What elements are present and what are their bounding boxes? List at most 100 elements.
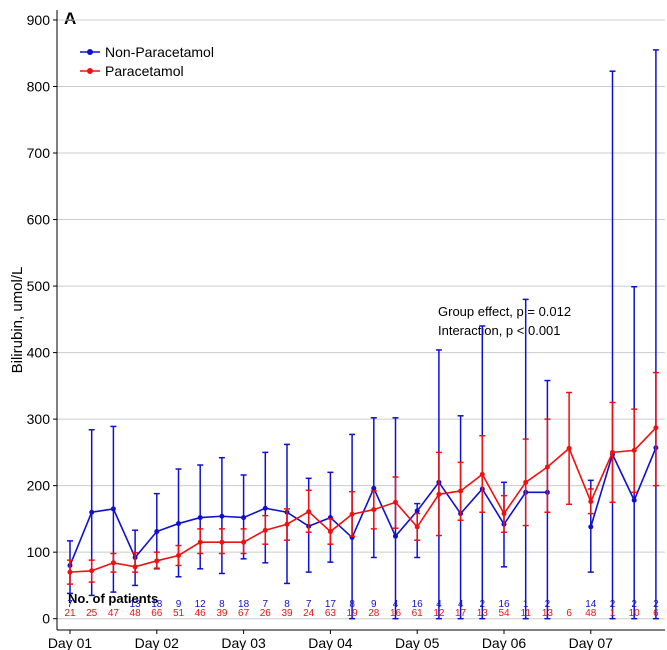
patient-count: 47 [108, 608, 120, 619]
point [89, 509, 95, 515]
x-tick-label: Day 06 [482, 635, 527, 650]
patient-count: 17 [455, 608, 467, 619]
y-tick-label: 400 [27, 345, 51, 361]
point [284, 521, 290, 527]
point [89, 568, 95, 574]
patient-count: 16 [390, 608, 402, 619]
patient-count: 61 [412, 608, 424, 619]
legend-swatch [87, 68, 93, 74]
patient-count: 12 [195, 599, 207, 610]
patient-count: 9 [176, 599, 182, 610]
annotation: Interaction, p < 0.001 [438, 323, 561, 338]
point [414, 524, 420, 530]
x-tick-label: Day 03 [221, 635, 266, 650]
patient-count: 28 [368, 608, 380, 619]
series-line [69, 427, 657, 573]
patient-count: 13 [130, 599, 142, 610]
point [219, 513, 225, 519]
point [176, 521, 181, 527]
patient-count: 46 [195, 608, 207, 619]
patient-count: 4 [436, 599, 442, 610]
point [371, 485, 377, 491]
point [154, 529, 160, 535]
y-axis-label: Bilirubin, umol/L [9, 267, 26, 374]
point [436, 491, 442, 497]
patient-count: 7 [67, 599, 73, 610]
patient-count: 18 [238, 599, 250, 610]
patient-count: 48 [130, 608, 142, 619]
point [610, 449, 615, 455]
patient-count: 2 [480, 599, 486, 610]
patient-count: 66 [151, 608, 163, 619]
patient-count: 54 [498, 608, 510, 619]
y-tick-label: 800 [27, 79, 51, 95]
point [566, 445, 572, 451]
patient-count: 67 [238, 608, 250, 619]
point [544, 464, 550, 470]
patient-count: 48 [585, 608, 597, 619]
point [414, 508, 420, 514]
patient-count: 6 [653, 608, 659, 619]
point [588, 524, 594, 530]
point [393, 533, 398, 539]
patient-count: 1 [610, 608, 616, 619]
point [219, 539, 225, 545]
patient-count: 13 [477, 608, 489, 619]
point [349, 511, 355, 517]
point [197, 539, 203, 545]
patient-count: 19 [347, 608, 359, 619]
y-tick-label: 300 [27, 411, 51, 427]
point [371, 507, 377, 513]
point [393, 499, 398, 505]
point [241, 539, 247, 545]
point [458, 488, 464, 494]
point [110, 560, 116, 566]
point [327, 529, 333, 535]
patient-count: 6 [566, 608, 572, 619]
patient-count: 7 [306, 599, 312, 610]
point [132, 564, 138, 570]
legend-swatch [87, 49, 93, 55]
point [176, 552, 181, 558]
x-tick-label: Day 04 [308, 635, 353, 650]
counts-label: No. of patients [68, 591, 158, 606]
patient-count: 17 [325, 599, 337, 610]
patient-count: 51 [173, 608, 185, 619]
patient-count: 21 [64, 608, 76, 619]
point [306, 509, 312, 515]
patient-count: 8 [219, 599, 225, 610]
patient-count: 39 [281, 608, 293, 619]
patient-count: 4 [393, 599, 399, 610]
y-tick-label: 700 [27, 145, 51, 161]
patient-count: 24 [303, 608, 315, 619]
legend-label: Non-Paracetamol [105, 44, 214, 60]
patient-count: 4 [458, 599, 464, 610]
point [154, 558, 160, 564]
patient-count: 25 [86, 608, 98, 619]
patient-count: 14 [585, 599, 597, 610]
patient-count: 2 [610, 599, 616, 610]
point [241, 515, 247, 521]
legend-label: Paracetamol [105, 63, 184, 79]
patient-count: 12 [433, 608, 445, 619]
y-tick-label: 900 [27, 12, 51, 28]
patient-count: 13 [542, 608, 554, 619]
y-tick-label: 600 [27, 212, 51, 228]
patient-count: 9 [371, 599, 377, 610]
series-line [69, 447, 657, 566]
patient-count: 8 [349, 599, 355, 610]
point [501, 511, 507, 517]
patient-count: 7 [263, 599, 269, 610]
patient-count: 2 [631, 599, 637, 610]
patient-count: 2 [653, 599, 659, 610]
patient-count: 10 [629, 608, 641, 619]
point [523, 479, 529, 485]
patient-count: 2 [545, 599, 551, 610]
point [197, 515, 203, 521]
y-tick-label: 0 [42, 611, 50, 627]
x-tick-label: Day 01 [48, 635, 93, 650]
point [653, 425, 659, 431]
annotation: Group effect, p = 0.012 [438, 304, 571, 319]
point [631, 447, 637, 453]
patient-count: 18 [151, 599, 163, 610]
